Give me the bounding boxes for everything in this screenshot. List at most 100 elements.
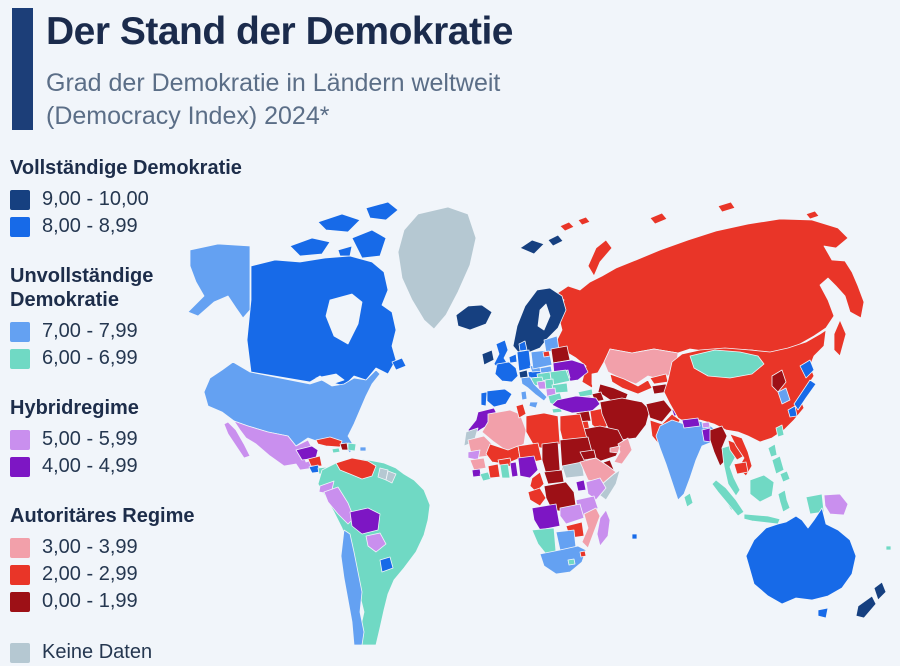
legend-item: 9,00 - 10,00 <box>10 186 255 213</box>
region-uzbekistan <box>609 373 653 395</box>
region-georgia <box>577 388 594 398</box>
region-spain <box>486 388 513 408</box>
region-tunisia <box>515 403 527 419</box>
region-mauritius <box>631 533 638 540</box>
page-title: Der Stand der Demokratie <box>46 10 514 53</box>
region-new-zealand <box>855 581 887 619</box>
region-dominican-republic <box>347 442 357 452</box>
region-alaska <box>187 243 251 319</box>
legend-item: 2,00 - 2,99 <box>10 561 255 588</box>
gulf-of-bothnia <box>537 303 551 331</box>
region-italy <box>520 376 548 409</box>
legend-item: 5,00 - 5,99 <box>10 426 255 453</box>
region-japan <box>787 359 817 418</box>
region-south-africa <box>539 545 587 575</box>
swatch-no-data <box>10 642 30 663</box>
region-fiji <box>885 545 892 551</box>
legend-item: 3,00 - 3,99 <box>10 534 255 561</box>
legend-group-title: Vollständige Demokratie <box>10 157 242 179</box>
region-afghanistan <box>645 399 673 423</box>
region-mali <box>485 443 521 465</box>
region-nicaragua <box>307 455 323 467</box>
swatch-7 <box>10 321 30 342</box>
region-paraguay <box>365 532 387 553</box>
region-chile <box>340 529 365 645</box>
region-oman <box>613 437 633 465</box>
region-tasmania <box>817 607 829 619</box>
region-gabon-congo <box>527 487 547 507</box>
legend-range: 4,00 - 4,99 <box>42 455 138 477</box>
region-ireland <box>481 349 495 366</box>
region-ethiopia <box>579 457 617 485</box>
legend-group-title: Autoritäres Regime <box>10 505 195 527</box>
world-map <box>187 201 892 645</box>
region-portugal <box>480 391 488 407</box>
region-angola <box>531 503 561 531</box>
region-canada <box>246 255 397 387</box>
region-namibia <box>531 527 557 555</box>
region-taiwan <box>775 424 785 438</box>
region-haiti <box>339 442 349 451</box>
header: Der Stand der Demokratie Grad der Demokr… <box>12 8 514 133</box>
legend-group-authoritarian-regime: Autoritäres Regime 3,00 - 3,99 2,00 - 2,… <box>10 504 255 615</box>
swatch-0-1 <box>10 591 30 612</box>
legend-item-no-data: Keine Daten <box>10 639 255 666</box>
region-north-korea <box>771 369 787 393</box>
region-liberia <box>479 471 492 482</box>
region-cambodia <box>733 461 749 475</box>
region-newfoundland <box>391 357 407 371</box>
region-benelux <box>508 353 518 364</box>
hudson-bay <box>325 293 363 345</box>
region-kenya <box>585 477 607 501</box>
legend-group-title: Unvollständige Demokratie <box>10 265 154 311</box>
region-venezuela <box>335 457 377 480</box>
region-eswatini <box>579 550 587 558</box>
region-cuba <box>315 436 343 448</box>
legend-range: 2,00 - 2,99 <box>42 563 138 585</box>
region-uganda <box>575 479 587 492</box>
region-togo-benin <box>509 461 519 478</box>
legend-range: 9,00 - 10,00 <box>42 188 149 210</box>
legend-item: 8,00 - 8,99 <box>10 213 255 240</box>
region-south-america-core <box>317 457 431 645</box>
legend-group-full-democracy: Vollständige Demokratie 9,00 - 10,00 8,0… <box>10 156 255 240</box>
legend-item: 7,00 - 7,99 <box>10 318 255 345</box>
region-french-guiana <box>385 470 397 484</box>
legend-range: 3,00 - 3,99 <box>42 536 138 558</box>
region-mozambique <box>581 507 601 549</box>
region-central-african-republic <box>543 469 565 485</box>
legend-item: 0,00 - 1,99 <box>10 588 255 615</box>
region-south-korea <box>777 387 791 405</box>
region-indonesia <box>711 474 825 525</box>
region-sierra-leone <box>471 468 482 478</box>
swatch-3 <box>10 537 30 558</box>
legend-item: 4,00 - 4,99 <box>10 453 255 480</box>
legend-range: 7,00 - 7,99 <box>42 320 138 342</box>
region-chad <box>541 441 561 475</box>
region-svalbard <box>519 234 564 255</box>
region-russia-islands <box>559 201 847 357</box>
region-nigeria <box>517 455 539 479</box>
region-france <box>494 361 519 383</box>
region-ivory-coast <box>487 463 501 479</box>
great-lakes <box>315 373 345 385</box>
region-bolivia <box>349 507 381 535</box>
legend-range: 5,00 - 5,99 <box>42 428 138 450</box>
region-papua-new-guinea <box>823 493 849 516</box>
region-zambia <box>559 503 585 525</box>
title-accent-bar <box>12 8 33 130</box>
region-puerto-rico <box>359 446 367 452</box>
region-ghana <box>499 463 511 479</box>
region-jamaica <box>331 447 341 454</box>
legend-range: 8,00 - 8,99 <box>42 215 138 237</box>
region-lesotho <box>567 558 576 566</box>
region-switzerland <box>518 369 529 379</box>
region-guatemala-honduras <box>295 445 319 461</box>
swatch-5 <box>10 429 30 450</box>
region-mongolia <box>689 349 765 379</box>
swatch-4 <box>10 456 30 477</box>
swatch-2 <box>10 564 30 585</box>
legend-range: 0,00 - 1,99 <box>42 590 138 612</box>
legend-group-hybrid-regime: Hybridregime 5,00 - 5,99 4,00 - 4,99 <box>10 396 255 480</box>
region-south-sudan <box>561 461 585 479</box>
